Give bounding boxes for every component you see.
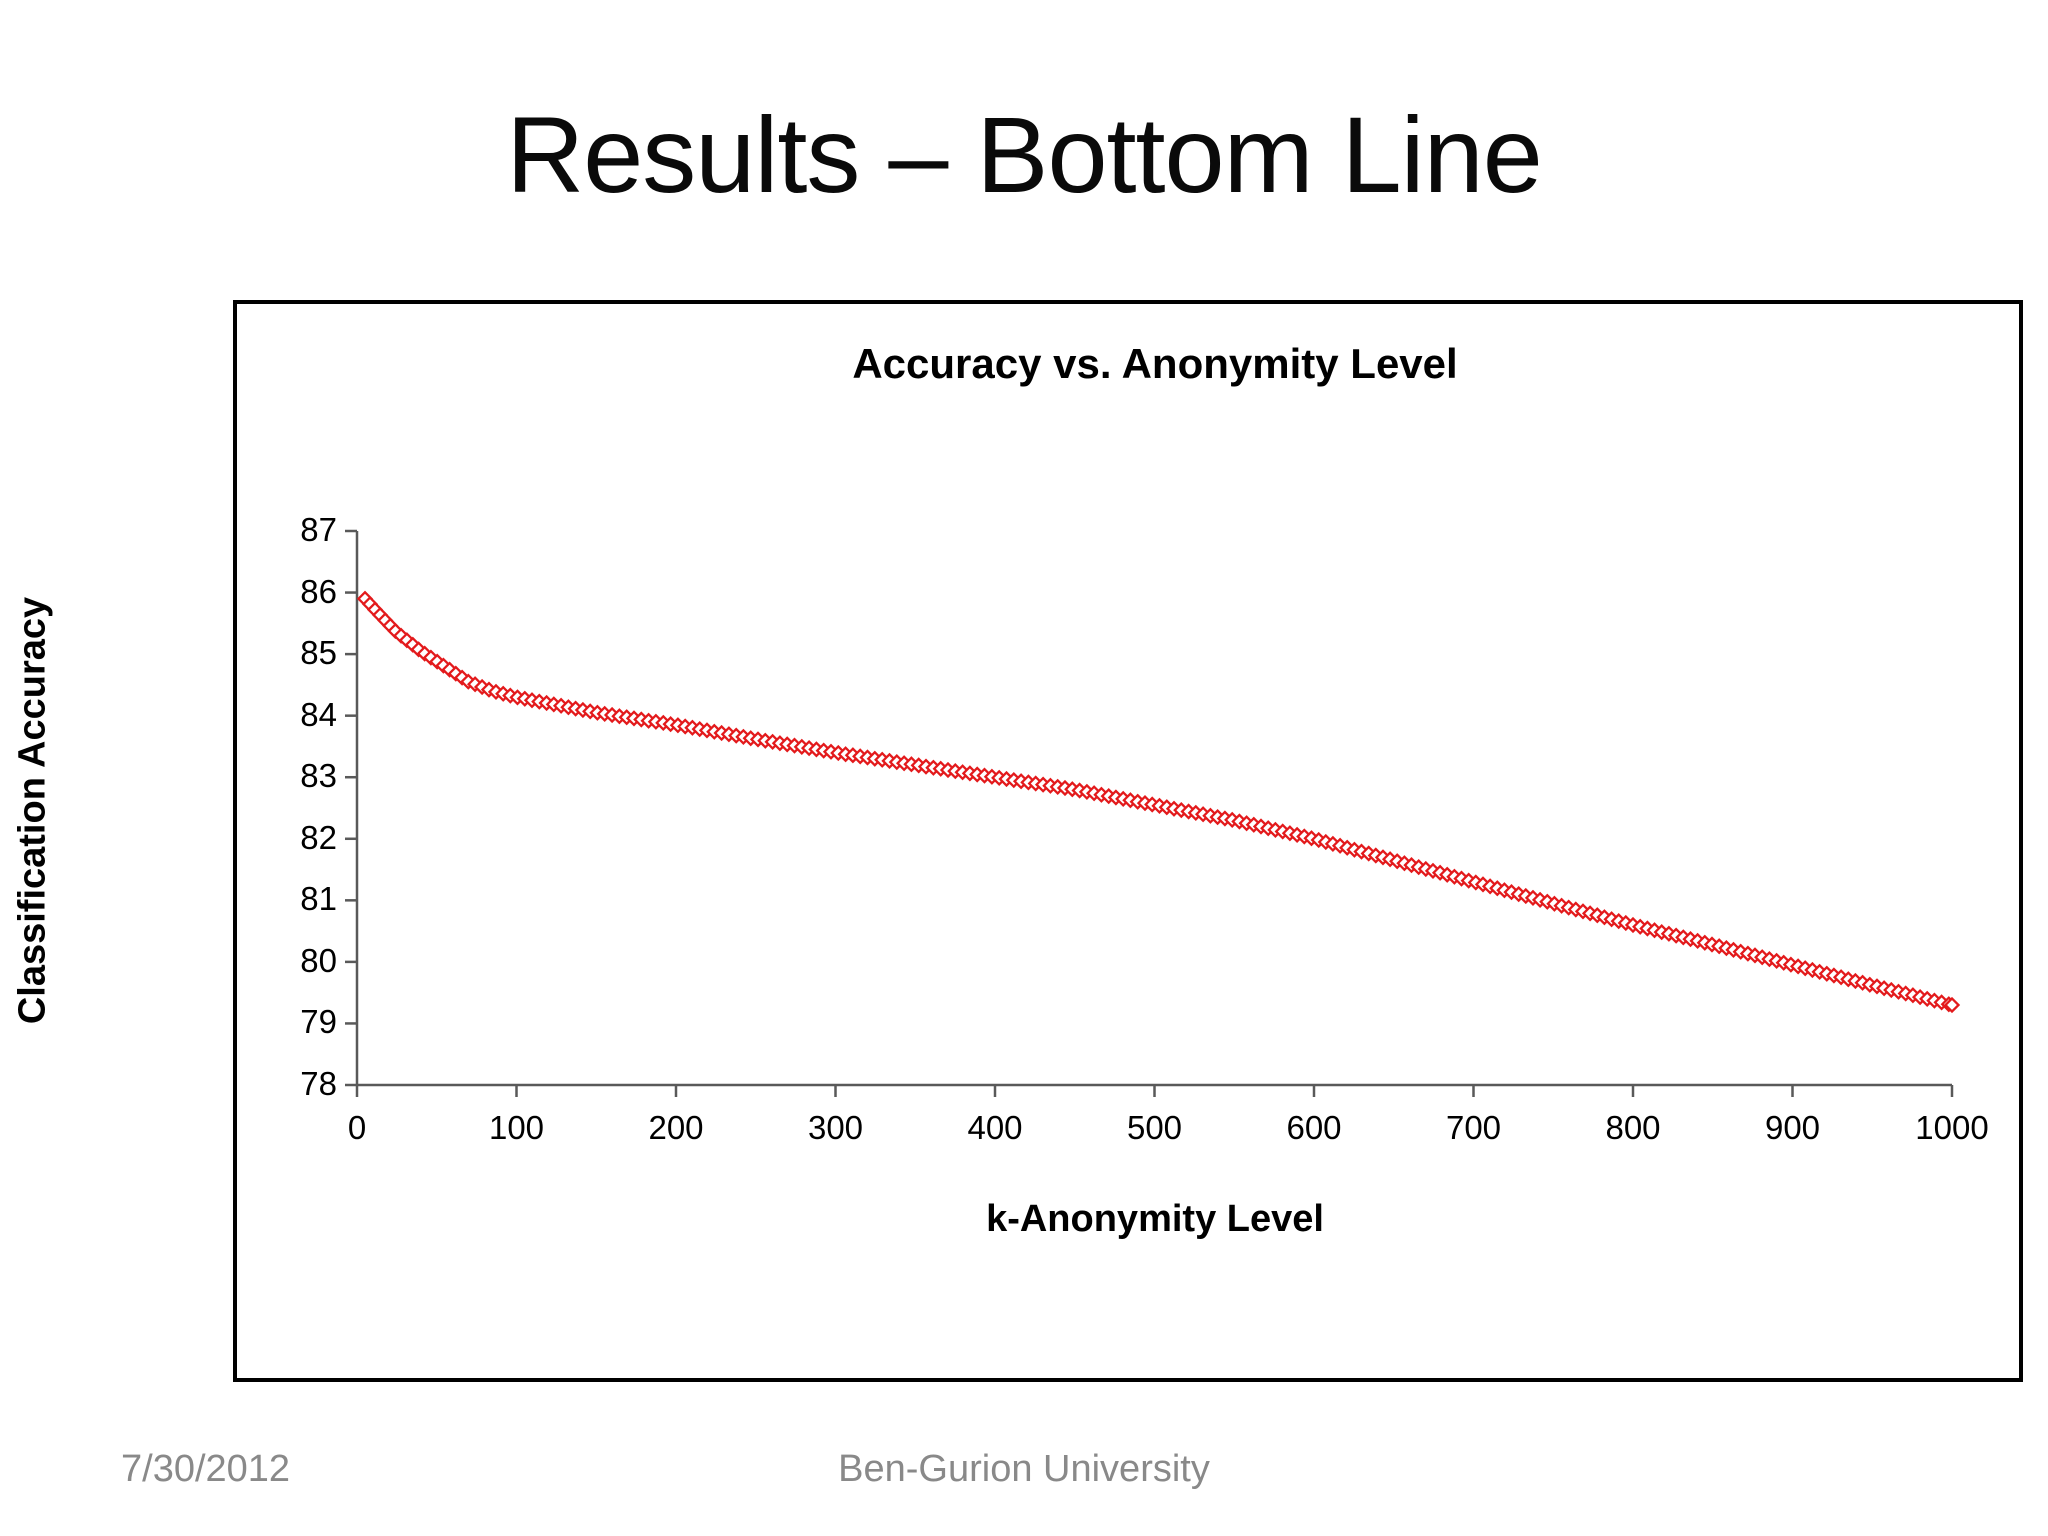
- x-tick-label: 200: [648, 1109, 704, 1146]
- y-tick-label: 86: [300, 572, 337, 610]
- y-tick-label: 85: [300, 634, 337, 672]
- footer-date: 7/30/2012: [121, 1448, 291, 1490]
- chart-frame: [233, 300, 2023, 1382]
- y-tick-label: 84: [300, 695, 337, 733]
- y-tick-label: 79: [300, 1003, 337, 1041]
- x-tick-label: 500: [1126, 1109, 1183, 1146]
- x-tick-label: 300: [807, 1109, 864, 1146]
- x-tick-label: 1000: [1915, 1109, 1989, 1146]
- x-tick-label: 100: [488, 1109, 545, 1146]
- x-axis-title: k-Anonymity Level: [986, 1198, 1324, 1240]
- y-tick-label: 81: [300, 880, 337, 918]
- y-tick-label: 87: [300, 511, 337, 548]
- accuracy-vs-anonymity-chart: [345, 529, 1961, 1097]
- x-tick-label: 700: [1445, 1109, 1502, 1146]
- y-tick-label: 78: [300, 1065, 337, 1102]
- y-tick-label: 80: [300, 941, 337, 979]
- data-point-marker: [1943, 996, 1961, 1014]
- chart-title: Accuracy vs. Anonymity Level: [852, 340, 1458, 387]
- x-tick-label: 0: [347, 1109, 367, 1146]
- x-tick-label: 800: [1605, 1109, 1661, 1146]
- footer-institution: Ben-Gurion University: [838, 1448, 1210, 1490]
- x-tick-label: 600: [1286, 1109, 1342, 1146]
- slide-title: Results – Bottom Line: [506, 94, 1543, 215]
- data-series-classification-accuracy: [356, 590, 1961, 1014]
- y-tick-label: 82: [300, 818, 337, 856]
- y-tick-label: 83: [300, 757, 337, 795]
- x-tick-label: 900: [1764, 1109, 1821, 1146]
- y-axis-title: Classification Accuracy: [11, 596, 54, 1025]
- x-tick-label: 400: [967, 1109, 1023, 1146]
